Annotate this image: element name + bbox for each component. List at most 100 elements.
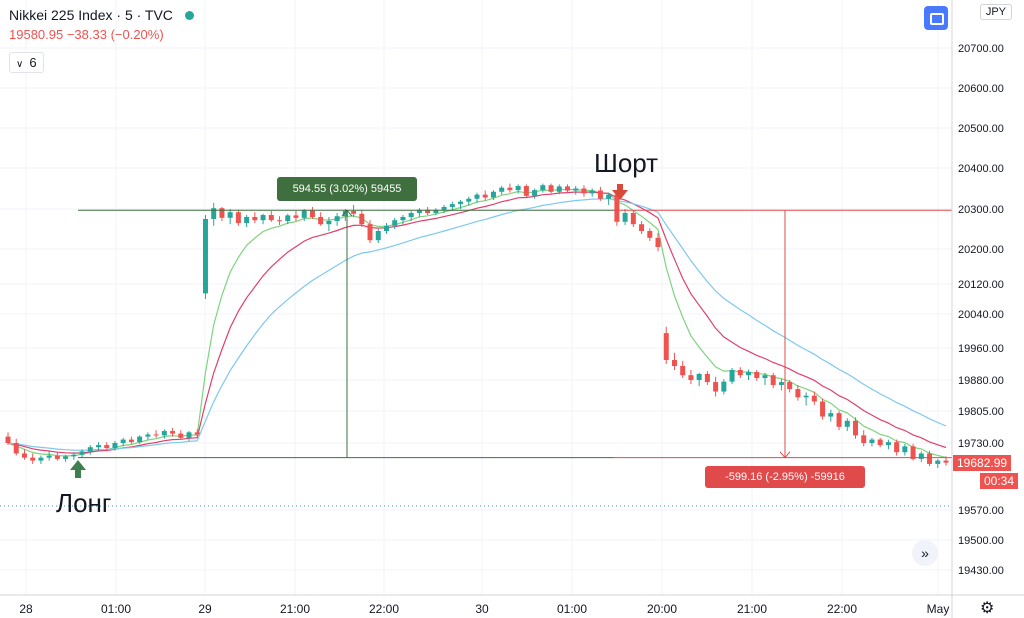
candle-body (639, 224, 645, 231)
time-tick-label: 22:00 (827, 602, 857, 616)
time-tick-label: 20:00 (647, 602, 677, 616)
candle-body (630, 213, 636, 225)
candle-body (13, 443, 19, 454)
candle-body (482, 194, 488, 198)
candle-body (490, 191, 496, 198)
candle-body (844, 420, 850, 427)
candle-body (309, 210, 315, 217)
time-tick-label: 30 (475, 602, 489, 616)
candle-body (680, 366, 686, 376)
price-tick-label: 19430.00 (958, 565, 1004, 577)
candle-body (285, 215, 291, 221)
candle-body (416, 209, 422, 213)
candle-body (441, 206, 447, 210)
candle-body (71, 454, 77, 457)
candle-body (770, 375, 776, 385)
time-tick-label: 22:00 (369, 602, 399, 616)
symbol-title[interactable]: Nikkei 225 Index · 5 · TVC (9, 7, 173, 23)
candle-body (820, 401, 826, 417)
candle-body (367, 224, 373, 241)
time-axis: 28 01:00 29 21:00 22:00 30 01:00 20:00 21:00 22:0… (0, 594, 1024, 616)
candle-body (235, 212, 241, 223)
time-tick-label: 21:00 (280, 602, 310, 616)
candle-body (227, 212, 233, 218)
price-tick-label: 19960.00 (958, 343, 1004, 355)
candle-body (21, 453, 27, 458)
price-tick-label: 20600.00 (958, 83, 1004, 95)
indicators-toggle[interactable]: ∨ 6 (9, 52, 44, 73)
settings-gear-icon[interactable]: ⚙ (980, 600, 995, 617)
candle-body (918, 453, 924, 459)
candle-body (301, 210, 307, 218)
candle-body (499, 187, 505, 192)
ma-mid-line (7, 191, 947, 454)
candle-body (885, 442, 891, 446)
candle-body (120, 439, 126, 443)
scroll-right-icon[interactable]: » (912, 540, 938, 566)
fullscreen-icon[interactable] (924, 6, 948, 30)
candle-body (359, 213, 365, 225)
time-tick-label: 21:00 (737, 602, 767, 616)
long-measure-label[interactable]: 594.55 (3.02%) 59455 (277, 177, 417, 201)
candle-body (474, 194, 480, 199)
candle-body (87, 447, 93, 452)
candle-body (803, 395, 809, 398)
candle-body (96, 445, 102, 448)
candle-body (861, 435, 867, 443)
price-tick-label: 20120.00 (958, 279, 1004, 291)
time-tick-label: 01:00 (101, 602, 131, 616)
candle-body (663, 333, 669, 360)
candle-body (877, 439, 883, 446)
market-status-icon (184, 10, 194, 20)
countdown-tag: 00:34 (980, 473, 1019, 489)
short-measure-arrowhead (779, 451, 791, 459)
candlestick-series (5, 183, 949, 469)
candle-body (128, 439, 134, 443)
chart-legend: Nikkei 225 Index · 5 · TVC 19580.95 −38.… (9, 7, 194, 42)
candle-body (729, 370, 735, 382)
candle-body (326, 221, 332, 225)
currency-badge[interactable]: JPY (979, 4, 1012, 20)
price-tick-label: 20700.00 (958, 43, 1004, 55)
price-tick-label: 19730.00 (958, 438, 1004, 450)
candle-body (852, 420, 858, 436)
candle-body (721, 381, 727, 392)
time-tick-label: 29 (198, 602, 212, 616)
ma-slow-line (7, 197, 947, 451)
candle-body (219, 208, 225, 218)
candle-body (318, 217, 324, 225)
candle-body (161, 431, 167, 436)
short-measure-label[interactable]: -599.16 (-2.95%) -59916 (705, 466, 865, 488)
candle-body (400, 217, 406, 221)
candle-body (54, 455, 60, 459)
candle-body (408, 213, 414, 217)
candle-body (589, 190, 595, 194)
long-annotation: Лонг (56, 488, 112, 518)
candle-body (268, 215, 274, 221)
candle-body (342, 211, 348, 217)
short-arrow-down-icon (612, 184, 628, 200)
candle-body (79, 451, 85, 455)
candle-body (277, 220, 283, 222)
candle-body (38, 457, 44, 461)
last-price-tag: 19682.99 (953, 455, 1012, 471)
candle-body (375, 231, 381, 241)
candle-body (811, 395, 817, 402)
price-tick-label: 20200.00 (958, 244, 1004, 256)
candle-body (392, 220, 398, 226)
price-tick-label: 20040.00 (958, 309, 1004, 321)
candle-body (351, 211, 357, 214)
short-annotation: Шорт (594, 148, 659, 178)
candle-body (647, 231, 653, 238)
time-tick-label: May (927, 602, 950, 616)
candle-body (622, 213, 628, 222)
candle-body (137, 436, 143, 443)
measure-tools (0, 184, 952, 507)
candle-body (902, 446, 908, 453)
candle-body (828, 413, 834, 417)
candle-body (836, 413, 842, 427)
candle-body (787, 382, 793, 390)
candle-body (449, 204, 455, 207)
time-tick-label: 01:00 (557, 602, 587, 616)
